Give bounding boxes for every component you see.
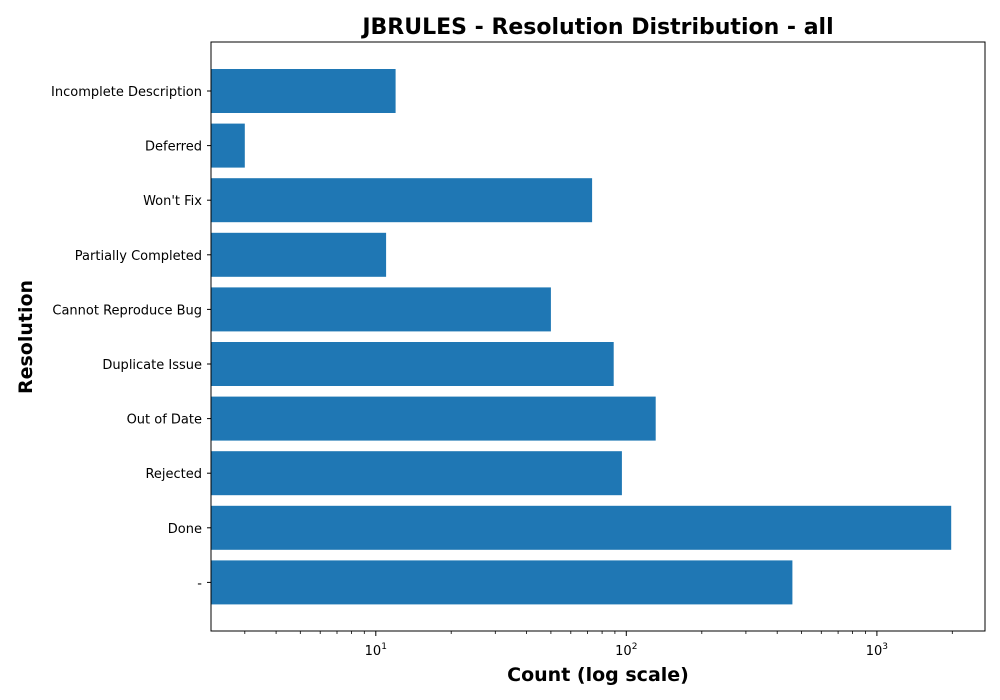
- y-tick-label-out-of-date: Out of Date: [127, 413, 202, 428]
- y-tick-label-rejected: Rejected: [145, 467, 202, 482]
- bar-won-t-fix: [211, 178, 593, 223]
- plot-area-frame: [210, 41, 986, 632]
- y-tick-label-done: Done: [168, 522, 202, 537]
- y-ticks-group: Incomplete Description Deferred Won't Fix P…: [51, 85, 211, 591]
- bars-group: [211, 69, 952, 605]
- chart-title: JBRULES - Resolution Distribution - all: [360, 15, 833, 40]
- bar-done: [211, 505, 952, 550]
- bar-deferred: [211, 123, 245, 168]
- y-tick-label-duplicate-issue: Duplicate Issue: [102, 358, 202, 373]
- x-axis-label: Count (log scale): [507, 664, 689, 686]
- y-tick-label-cannot-reproduce-bug: Cannot Reproduce Bug: [52, 303, 202, 318]
- y-tick-label-won-t-fix: Won't Fix: [143, 194, 202, 209]
- bar-rejected: [211, 451, 622, 496]
- y-tick-label-incomplete-description: Incomplete Description: [51, 85, 202, 100]
- x-tick-label-1000: 103: [866, 642, 888, 659]
- bar-incomplete-description: [211, 69, 396, 113]
- bar-out-of-date: [211, 396, 656, 441]
- y-tick-label-none: -: [197, 576, 202, 591]
- y-axis-label: Resolution: [15, 280, 37, 394]
- y-tick-label-partially-completed: Partially Completed: [75, 249, 202, 264]
- x-tick-label-10: 101: [365, 642, 387, 659]
- y-tick-label-deferred: Deferred: [145, 140, 202, 155]
- x-tick-label-100: 102: [615, 642, 637, 659]
- bar-cannot-reproduce-bug: [211, 287, 551, 332]
- bar-none: [211, 560, 793, 605]
- bar-duplicate-issue: [211, 342, 614, 386]
- bar-partially-completed: [211, 232, 387, 277]
